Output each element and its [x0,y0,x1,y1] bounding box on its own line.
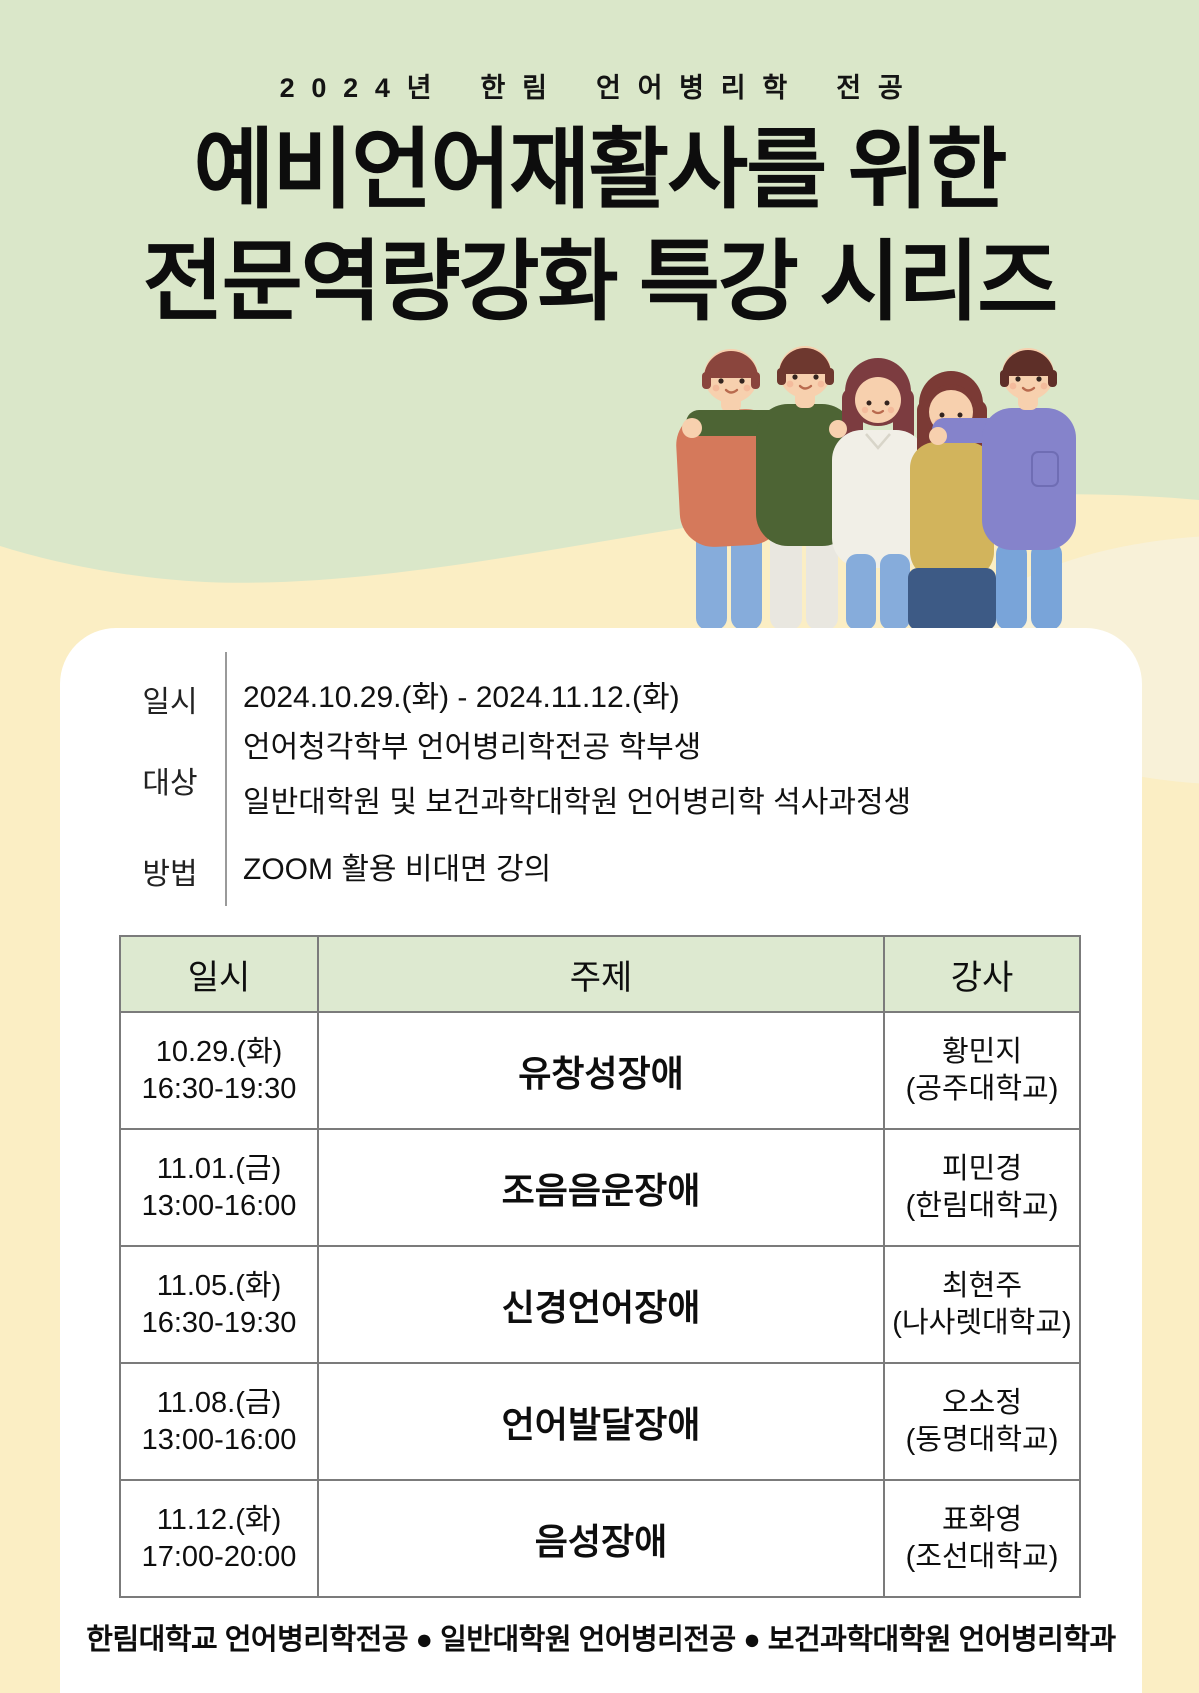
header-lecturer: 강사 [883,935,1081,1013]
footer-organizations: 한림대학교 언어병리학전공 ● 일반대학원 언어병리전공 ● 보건과학대학원 언… [86,1624,1116,1656]
info-divider-line [225,652,227,906]
row2-affiliation: (한림대학교) [905,1189,1059,1222]
row4-topic: 언어발달장애 [317,1362,885,1481]
schedule-table: 일시 주제 강사 10.29.(화) 16:30-19:30 유창성장애 황민지… [119,935,1081,1598]
row3-lecturer: 최현주 [941,1269,1023,1302]
info-value-target-line1: 언어청각학부 언어병리학전공 학부생 [243,731,702,764]
info-value-method: ZOOM 활용 비대면 강의 [243,853,552,886]
info-value-target-line2: 일반대학원 및 보건과학대학원 언어병리학 석사과정생 [243,786,912,819]
schedule-header-row: 일시 주제 강사 [119,935,1081,1013]
header-topic: 주제 [317,935,885,1013]
content-card: 일시 2024.10.29.(화) - 2024.11.12.(화) 대상 언어… [60,628,1142,1693]
title-line-1: 예비언어재활사를 위한 [193,120,1007,219]
five-people-illustration [676,346,1076,630]
info-value-target: 언어청각학부 언어병리학전공 학부생 일반대학원 및 보건과학대학원 언어병리학… [243,720,911,830]
row5-lecturer: 표화영 [941,1503,1023,1536]
row4-lecturer: 오소정 [941,1386,1023,1419]
table-row: 11.05.(화) 16:30-19:30 신경언어장애 최현주 (나사렛대학교… [119,1245,1081,1364]
row3-time: 16:30-19:30 [141,1306,297,1339]
table-row: 11.01.(금) 13:00-16:00 조음음운장애 피민경 (한림대학교) [119,1128,1081,1247]
header-date: 일시 [119,935,319,1013]
person-purple-shirt [929,348,1076,630]
row1-affiliation: (공주대학교) [905,1072,1059,1105]
row4-time: 13:00-16:00 [141,1423,297,1456]
row4-date: 11.08.(금) [156,1386,282,1419]
row5-date: 11.12.(화) [156,1503,282,1536]
info-label-date: 일시 [142,686,198,719]
table-row: 10.29.(화) 16:30-19:30 유창성장애 황민지 (공주대학교) [119,1011,1081,1130]
person-mustard-shirt [908,371,996,630]
info-label-target: 대상 [142,767,198,800]
table-row: 11.08.(금) 13:00-16:00 언어발달장애 오소정 (동명대학교) [119,1362,1081,1481]
table-row: 11.12.(화) 17:00-20:00 음성장애 표화영 (조선대학교) [119,1479,1081,1598]
title-line-2: 전문역량강화 특강 시리즈 [142,232,1058,331]
person-white-blouse [829,358,926,630]
row1-lecturer: 황민지 [941,1035,1023,1068]
row5-affiliation: (조선대학교) [905,1540,1059,1573]
row1-topic: 유창성장애 [317,1011,885,1130]
row5-topic: 음성장애 [317,1479,885,1598]
person-green-shirt [682,346,854,630]
kicker-text: 2024년 한림 언어병리학 전공 [279,73,920,103]
row5-time: 17:00-20:00 [141,1540,297,1573]
row3-affiliation: (나사렛대학교) [892,1306,1072,1339]
row2-date: 11.01.(금) [156,1152,282,1185]
row4-affiliation: (동명대학교) [905,1423,1059,1456]
row2-time: 13:00-16:00 [141,1189,297,1222]
row3-topic: 신경언어장애 [317,1245,885,1364]
info-value-date: 2024.10.29.(화) - 2024.11.12.(화) [243,681,680,714]
poster-title: 예비언어재활사를 위한 전문역량강화 특강 시리즈 [0,114,1199,338]
row2-lecturer: 피민경 [941,1152,1023,1185]
row3-date: 11.05.(화) [156,1269,282,1302]
row2-topic: 조음음운장애 [317,1128,885,1247]
row1-date: 10.29.(화) [155,1035,283,1068]
info-label-method: 방법 [142,858,198,891]
row1-time: 16:30-19:30 [141,1072,297,1105]
